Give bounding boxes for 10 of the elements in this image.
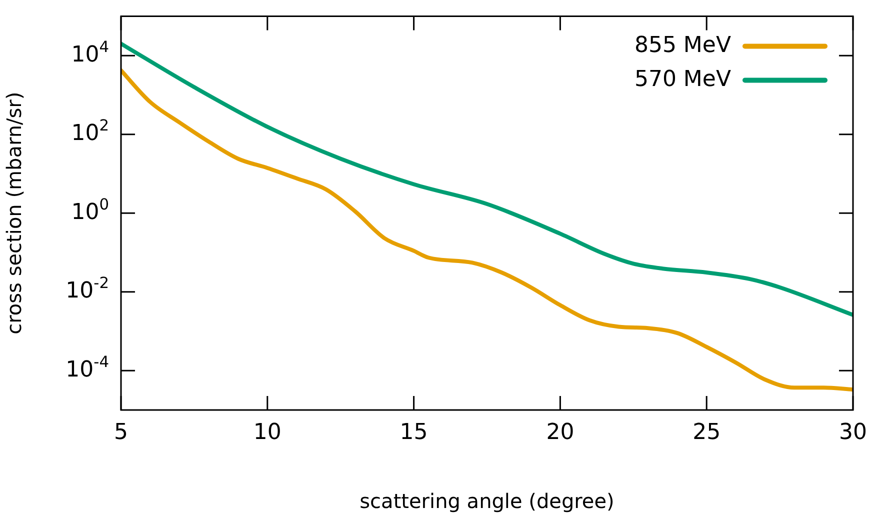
y-axis-title: cross section (mbarn/sr)	[2, 92, 26, 334]
legend-label: 855 MeV	[634, 32, 732, 58]
x-axis-title: scattering angle (degree)	[360, 489, 614, 514]
x-tick-label: 25	[692, 420, 721, 445]
x-tick-label: 15	[400, 420, 428, 445]
x-tick-label: 30	[839, 420, 867, 445]
x-tick-label: 10	[253, 420, 282, 445]
legend-label: 570 MeV	[634, 66, 732, 92]
x-tick-label: 20	[546, 420, 574, 445]
x-tick-label: 5	[114, 420, 128, 445]
